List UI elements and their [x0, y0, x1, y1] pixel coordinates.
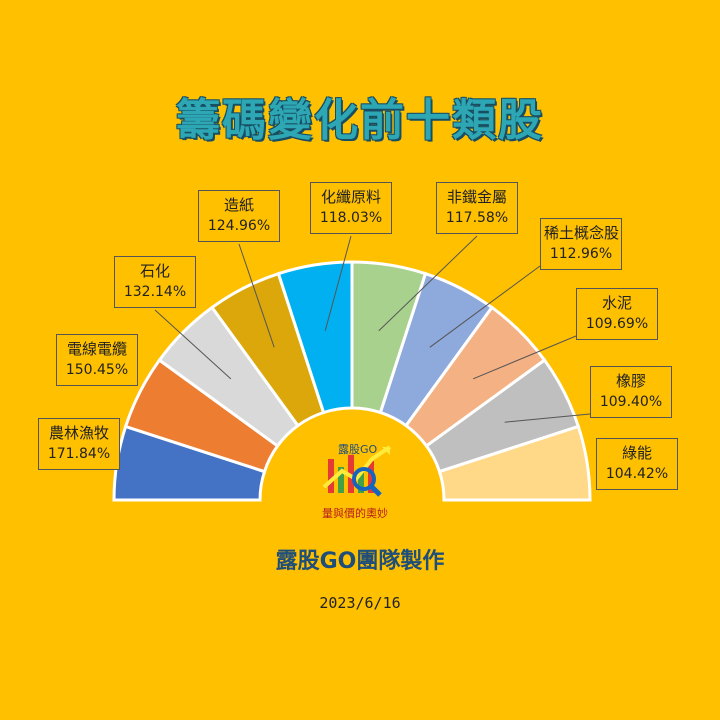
logo-top-text: 露股GO: [338, 443, 378, 456]
leader-line: [429, 265, 541, 348]
leader-line: [472, 335, 577, 380]
data-label-category: 水泥: [601, 294, 632, 312]
brand-logo-icon: 露股GO 量與價的奧妙: [322, 443, 392, 520]
data-label-category: 綠能: [621, 444, 652, 462]
data-label-value: 109.40%: [599, 394, 663, 410]
data-label: 水泥 109.69%: [576, 288, 658, 340]
logo-bottom-text: 量與價的奧妙: [322, 506, 388, 520]
data-label: 石化 132.14%: [114, 256, 196, 308]
data-label-category: 稀土概念股: [544, 224, 620, 242]
data-label-value: 118.03%: [319, 210, 383, 226]
slice-綠能: [437, 424, 592, 502]
leader-line: [154, 309, 232, 380]
data-label-category: 化纖原料: [320, 188, 381, 206]
leader-line: [324, 235, 352, 331]
data-label-value: 117.58%: [445, 210, 509, 226]
data-label: 農林漁牧 171.84%: [38, 418, 120, 470]
data-label-category: 石化: [139, 262, 170, 280]
data-label-value: 171.84%: [47, 446, 111, 462]
data-label: 造紙 124.96%: [198, 190, 280, 242]
data-label: 橡膠 109.40%: [590, 366, 672, 418]
data-label-value: 132.14%: [123, 284, 187, 300]
data-label: 非鐵金屬 117.58%: [436, 182, 518, 234]
data-label-category: 造紙: [223, 196, 254, 214]
leader-line: [504, 413, 591, 423]
data-label-category: 橡膠: [615, 372, 646, 390]
leader-line: [378, 235, 478, 332]
data-label-value: 109.69%: [585, 316, 649, 332]
data-label-value: 124.96%: [207, 218, 271, 234]
data-label: 化纖原料 118.03%: [310, 182, 392, 234]
data-label: 電線電纜 150.45%: [56, 334, 138, 386]
data-label-value: 112.96%: [549, 246, 613, 262]
chart-title: 籌碼變化前十類股: [176, 95, 544, 146]
credit-text: 露股GO團隊製作: [275, 549, 445, 574]
data-label-value: 104.42%: [605, 466, 669, 482]
data-label-category: 非鐵金屬: [446, 188, 507, 206]
data-label-category: 農林漁牧: [48, 424, 109, 442]
data-label-category: 電線電纜: [66, 340, 127, 358]
leader-line: [238, 243, 275, 348]
data-label-value: 150.45%: [65, 362, 129, 378]
data-label: 綠能 104.42%: [596, 438, 678, 490]
data-label: 稀土概念股 112.96%: [540, 218, 622, 270]
date-text: 2023/6/16: [319, 594, 401, 612]
